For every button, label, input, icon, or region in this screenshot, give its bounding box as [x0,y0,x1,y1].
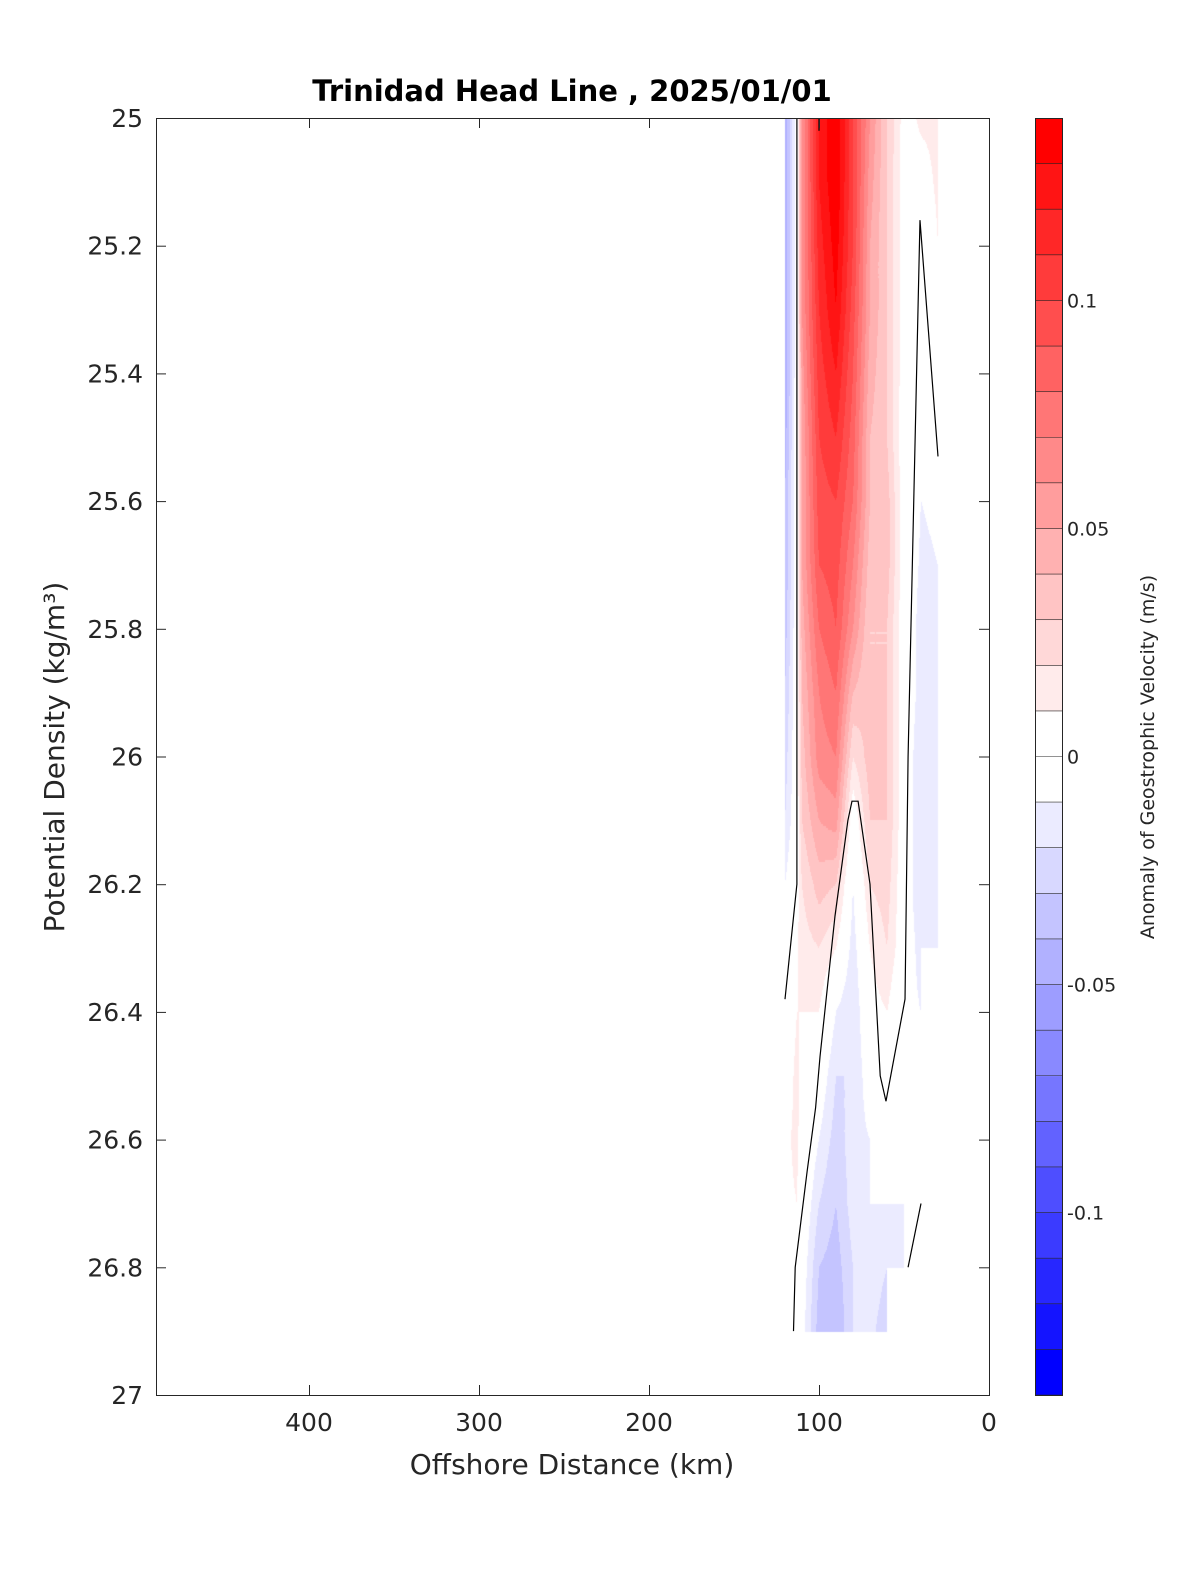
x-tick-label: 100 [795,1408,843,1437]
colorbar-band [1035,802,1062,849]
colorbar-tick-label: -0.05 [1067,975,1116,997]
colorbar-band [1035,482,1062,529]
colorbar-band [1035,1075,1062,1122]
colorbar-band [1035,163,1062,210]
x-tick-label: 300 [455,1408,503,1437]
x-axis: 400 300 200 100 0 [285,118,997,1437]
y-tick-label: 26.4 [87,998,143,1027]
chart-title: Trinidad Head Line , 2025/01/01 [312,74,832,108]
colorbar-band [1035,528,1062,575]
colorbar-band [1035,938,1062,986]
colorbar-band [1035,437,1062,484]
y-axis: 25 25.2 25.4 25.6 25.8 26 26.2 26.4 26.6 26.8 27 [87,104,989,1410]
y-tick-label: 25 [111,104,143,133]
colorbar-band [1035,1212,1062,1259]
colorbar-band [1035,893,1062,940]
colorbar-band [1035,1030,1062,1077]
colorbar-band [1035,391,1062,438]
colorbar-band [1035,300,1062,347]
colorbar-band [1035,574,1062,621]
velocity-anomaly-contour-field [156,118,989,1395]
colorbar: 0.1 0.05 0 -0.05 -0.1 [1035,118,1116,1396]
colorbar-tick-label: -0.1 [1067,1203,1104,1225]
colorbar-band [1035,984,1062,1031]
y-tick-label: 26 [111,743,143,772]
y-tick-label: 26.6 [87,1126,143,1155]
y-tick-label: 26.8 [87,1253,143,1282]
x-tick-label: 0 [981,1408,997,1437]
colorbar-band [1035,619,1062,666]
colorbar-band [1035,665,1062,712]
colorbar-band [1035,1349,1062,1396]
plot-axes-box [156,118,990,1396]
colorbar-band [1035,847,1062,894]
zero-contour-line [792,220,939,1332]
colorbar-band [1035,710,1062,757]
y-tick-label: 27 [111,1381,143,1410]
x-tick-label: 400 [285,1408,333,1437]
colorbar-label: Anomaly of Geostrophic Velocity (m/s) [1137,575,1159,939]
colorbar-band [1035,254,1062,301]
colorbar-band [1035,1303,1062,1350]
colorbar-box [1035,118,1063,1396]
colorbar-tick-label: 0.1 [1067,290,1097,312]
zero-contour-lines [784,118,939,1332]
colorbar-tick-label: 0 [1067,747,1079,769]
colorbar-band [1035,209,1062,256]
x-axis-label: Offshore Distance (km) [410,1448,735,1481]
colorbar-band [1035,118,1062,165]
y-tick-label: 25.6 [87,487,143,516]
y-tick-label: 26.2 [87,870,143,899]
colorbar-tick-label: 0.05 [1067,518,1109,540]
y-tick-label: 25.4 [87,359,143,388]
zero-contour-line [784,118,798,1000]
colorbar-band [1035,756,1062,803]
zero-contour-line [907,1203,922,1268]
colorbar-band [1035,1258,1062,1305]
y-tick-label: 25.2 [87,232,143,261]
x-tick-label: 200 [625,1408,673,1437]
colorbar-band [1035,1166,1062,1214]
colorbar-band [1035,346,1062,393]
y-axis-label: Potential Density (kg/m³) [38,582,71,933]
y-tick-label: 25.8 [87,615,143,644]
colorbar-band [1035,1121,1062,1168]
